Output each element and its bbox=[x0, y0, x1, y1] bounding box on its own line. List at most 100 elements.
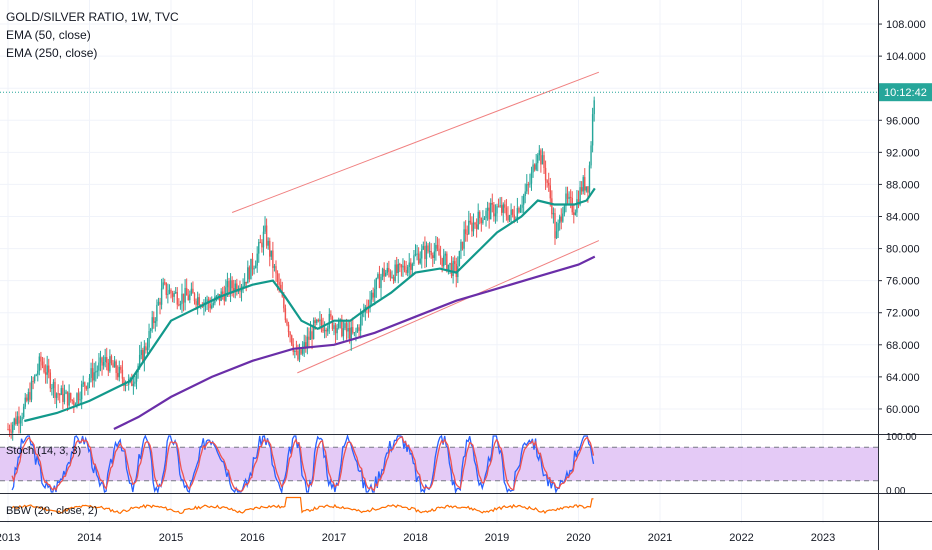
candle-down bbox=[322, 325, 324, 332]
candle-up bbox=[37, 370, 39, 375]
candle-up bbox=[38, 356, 41, 371]
candle-down bbox=[223, 293, 225, 301]
candle-down bbox=[453, 261, 456, 264]
candle-down bbox=[284, 308, 287, 321]
candle-up bbox=[414, 254, 417, 256]
candle-up bbox=[16, 416, 19, 425]
candle-up bbox=[52, 381, 55, 389]
candle-up bbox=[196, 297, 199, 305]
candle-up bbox=[247, 267, 249, 284]
candle-down bbox=[505, 207, 508, 216]
candle-up bbox=[588, 165, 591, 193]
candle-up bbox=[135, 372, 138, 382]
candle-up bbox=[363, 312, 365, 314]
candle-up bbox=[377, 274, 379, 278]
candle-down bbox=[450, 262, 453, 276]
candle-up bbox=[60, 388, 62, 395]
time-tick-label: 2021 bbox=[648, 532, 672, 544]
candle-up bbox=[449, 262, 451, 265]
candle-down bbox=[584, 177, 586, 191]
candle-up bbox=[90, 368, 92, 378]
last-price-badge bbox=[879, 83, 932, 102]
candle-up bbox=[253, 268, 255, 270]
candle-down bbox=[580, 187, 583, 192]
time-tick-label: 2018 bbox=[403, 532, 427, 544]
candle-down bbox=[334, 325, 337, 334]
candle-up bbox=[350, 327, 352, 341]
candle-up bbox=[359, 316, 362, 331]
candle-down bbox=[507, 215, 509, 221]
candle-up bbox=[13, 418, 15, 425]
candle-up bbox=[419, 258, 421, 264]
candle-down bbox=[40, 356, 42, 362]
candle-down bbox=[504, 204, 506, 208]
candle-down bbox=[84, 382, 86, 387]
candle-up bbox=[510, 209, 512, 215]
candle-up bbox=[167, 293, 169, 295]
candle-up bbox=[162, 282, 164, 289]
price-tick-label: 88.000 bbox=[886, 179, 920, 191]
candle-up bbox=[24, 397, 26, 407]
candle-down bbox=[121, 369, 124, 379]
candle-up bbox=[190, 288, 193, 295]
candle-down bbox=[49, 372, 52, 389]
stoch-band bbox=[0, 447, 878, 481]
candle-up bbox=[65, 391, 67, 394]
candle-up bbox=[433, 251, 436, 258]
candle-down bbox=[278, 282, 280, 285]
candle-down bbox=[115, 361, 117, 373]
candle-down bbox=[66, 391, 69, 406]
candle-down bbox=[511, 209, 514, 215]
candle-down bbox=[493, 204, 495, 217]
candle-up bbox=[256, 253, 258, 266]
candle-down bbox=[474, 222, 476, 225]
candle-down bbox=[551, 198, 553, 215]
candle-up bbox=[555, 231, 558, 239]
candle-up bbox=[68, 393, 70, 406]
candle-down bbox=[170, 289, 172, 294]
candle-down bbox=[106, 357, 108, 363]
candle-up bbox=[397, 264, 399, 274]
candle-up bbox=[98, 362, 100, 371]
candle-down bbox=[269, 240, 271, 257]
candle-up bbox=[319, 319, 321, 322]
candle-up bbox=[486, 207, 489, 211]
candle-up bbox=[30, 380, 33, 400]
candle-down bbox=[513, 214, 515, 221]
candle-up bbox=[79, 399, 81, 401]
candle-up bbox=[521, 204, 523, 208]
candle-up bbox=[568, 196, 570, 199]
bbw-pane bbox=[11, 496, 594, 515]
candle-up bbox=[576, 199, 578, 213]
candle-up bbox=[386, 267, 388, 273]
candle-down bbox=[554, 213, 556, 239]
candle-up bbox=[118, 366, 120, 378]
candle-down bbox=[261, 242, 263, 248]
candle-up bbox=[443, 255, 445, 267]
time-tick-label: 2019 bbox=[485, 532, 509, 544]
candle-up bbox=[316, 319, 318, 323]
candle-down bbox=[57, 393, 59, 395]
grid bbox=[0, 0, 878, 523]
candle-down bbox=[73, 400, 75, 405]
price-tick-label: 92.000 bbox=[886, 147, 920, 159]
candle-down bbox=[165, 282, 167, 295]
candle-down bbox=[388, 267, 390, 272]
candle-down bbox=[259, 242, 262, 244]
candle-down bbox=[497, 206, 500, 208]
candle-up bbox=[538, 150, 541, 156]
candle-down bbox=[110, 356, 113, 364]
candle-down bbox=[283, 296, 285, 309]
candle-down bbox=[305, 342, 307, 347]
candle-up bbox=[76, 393, 78, 405]
candle-up bbox=[95, 371, 97, 373]
candle-up bbox=[460, 241, 462, 252]
candle-up bbox=[537, 155, 539, 164]
candle-down bbox=[43, 365, 45, 373]
channel-line-lower bbox=[297, 240, 600, 374]
candle-up bbox=[381, 268, 384, 277]
last-price-label: 10:12:42 bbox=[884, 87, 927, 99]
candle-down bbox=[549, 185, 551, 199]
